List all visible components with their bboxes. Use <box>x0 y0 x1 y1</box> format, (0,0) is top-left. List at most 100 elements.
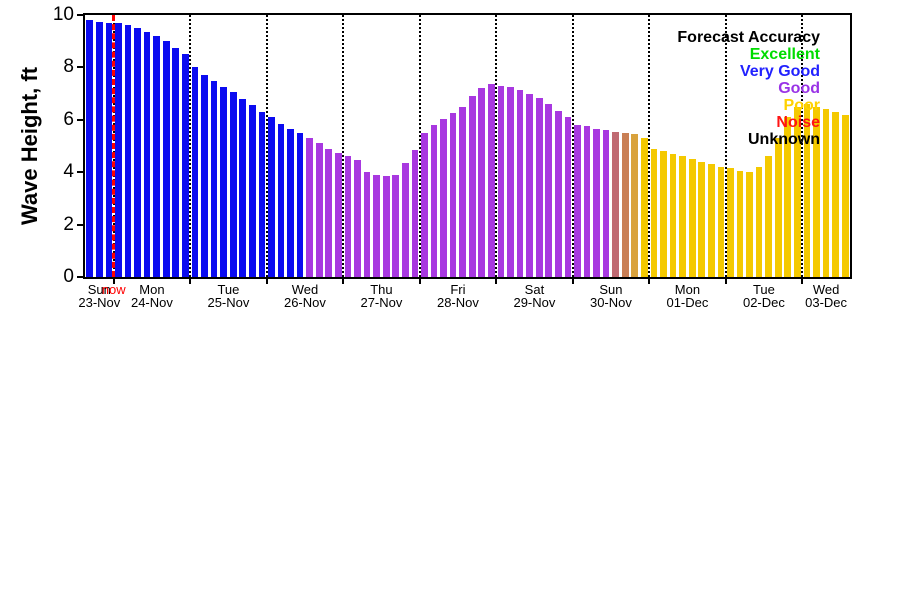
x-axis-tick <box>648 279 651 284</box>
wave-height-bar <box>612 131 620 277</box>
day-boundary-gridline <box>189 15 192 277</box>
wave-height-bar <box>468 96 476 277</box>
wave-height-bar <box>449 113 457 277</box>
x-tick-label: Fri 28-Nov <box>436 282 479 310</box>
wave-height-bar <box>172 47 180 277</box>
wave-height-bar <box>354 160 361 277</box>
wave-height-bar <box>784 117 792 277</box>
day-boundary-gridline <box>801 15 804 277</box>
wave-height-bar <box>516 89 524 277</box>
wave-height-bar <box>459 106 467 277</box>
wave-height-bar <box>268 117 275 277</box>
wave-height-bar <box>143 32 151 277</box>
y-axis-title: Wave Height, ft <box>17 66 42 226</box>
wave-height-bar <box>162 41 170 277</box>
wave-height-bar <box>507 87 514 277</box>
legend-title: Forecast Accuracy <box>677 29 820 46</box>
wave-height-bar <box>134 28 141 277</box>
wave-height-bar <box>277 123 285 277</box>
wave-height-bar <box>306 138 314 277</box>
y-axis-tick <box>77 14 84 16</box>
wave-height-bar <box>392 174 400 277</box>
bars-layer <box>85 15 850 277</box>
x-tick-label: Tue 02-Dec <box>742 282 785 310</box>
wave-height-bar <box>191 67 199 277</box>
wave-height-bar <box>574 125 581 277</box>
day-boundary-gridline <box>418 15 421 277</box>
y-axis-tick <box>77 276 84 278</box>
wave-height-bar <box>602 130 610 277</box>
now-label: now <box>101 282 126 297</box>
x-tick-label: Mon 01-Dec <box>666 282 709 310</box>
y-tick-label: 4 <box>63 161 74 183</box>
wave-height-bar <box>488 84 495 277</box>
wave-height-bar <box>373 174 380 277</box>
wave-height-bar <box>621 132 629 277</box>
day-boundary-gridline <box>342 15 345 277</box>
wave-height-bar <box>746 172 753 277</box>
wave-height-bar <box>382 176 390 277</box>
x-tick-label: Tue 25-Nov <box>207 282 250 310</box>
wave-height-bar <box>95 21 103 277</box>
wave-height-bar <box>478 88 486 277</box>
y-axis-tick <box>77 66 84 69</box>
x-tick-label: Sun 30-Nov <box>589 282 632 310</box>
wave-height-bar <box>430 125 438 277</box>
legend-entry-unknown: Unknown <box>748 131 820 148</box>
wave-height-bar <box>344 156 352 277</box>
wave-height-bar <box>593 128 600 277</box>
y-axis-tick <box>77 223 84 226</box>
x-axis-tick <box>801 279 804 284</box>
wave-height-bar <box>258 111 266 277</box>
wave-height-bar <box>564 117 572 277</box>
wave-height-bar <box>679 156 686 277</box>
x-axis-tick <box>112 279 115 284</box>
legend-entry-excellent: Excellent <box>749 46 820 63</box>
wave-height-bar <box>296 132 304 277</box>
wave-height-bar <box>717 166 725 277</box>
wave-height-bar <box>813 106 820 277</box>
day-boundary-gridline <box>571 15 574 277</box>
wave-height-bar <box>535 97 543 277</box>
wave-height-bar <box>115 22 122 277</box>
x-tick-label: Wed 03-Dec <box>805 282 848 310</box>
x-axis-tick <box>495 279 498 284</box>
wave-height-bar <box>220 87 227 277</box>
x-axis-tick <box>342 279 345 284</box>
legend-entry-very-good: Very Good <box>739 63 820 80</box>
wave-height-bar <box>765 156 773 277</box>
y-tick-label: 0 <box>63 266 74 287</box>
day-boundary-gridline <box>265 15 268 277</box>
day-boundary-gridline <box>495 15 498 277</box>
wave-height-bar <box>363 172 371 277</box>
x-tick-label: Sun 23-Nov <box>78 282 121 310</box>
wave-height-bar <box>182 54 189 277</box>
wave-height-bar <box>315 143 323 277</box>
wave-height-bar <box>201 75 208 277</box>
y-axis-tick <box>77 171 84 174</box>
wave-height-bar <box>631 134 639 277</box>
legend: Forecast Accuracy Excellent Very Good Go… <box>677 29 820 148</box>
y-tick-label: 8 <box>63 56 74 78</box>
y-tick-label: 10 <box>52 4 74 25</box>
wave-height-bar <box>832 111 839 277</box>
wave-height-bar <box>583 126 591 277</box>
x-axis-tick <box>189 279 192 284</box>
wave-height-bar <box>325 148 333 277</box>
wave-height-bar <box>755 166 763 277</box>
y-tick-label: 6 <box>63 108 74 130</box>
wave-height-bar <box>554 110 562 277</box>
x-axis-tick <box>724 279 727 284</box>
wave-height-bar <box>727 168 734 277</box>
wave-height-bar <box>411 149 419 277</box>
wave-height-bar <box>641 138 648 277</box>
wave-height-bar <box>688 159 696 277</box>
wave-height-bar <box>803 104 811 277</box>
wave-height-bar <box>421 132 428 277</box>
wave-height-bar <box>707 164 715 277</box>
wave-height-bar <box>660 151 667 277</box>
now-line <box>112 15 116 277</box>
wave-height-bar <box>287 128 294 277</box>
wave-height-bar <box>105 22 113 277</box>
